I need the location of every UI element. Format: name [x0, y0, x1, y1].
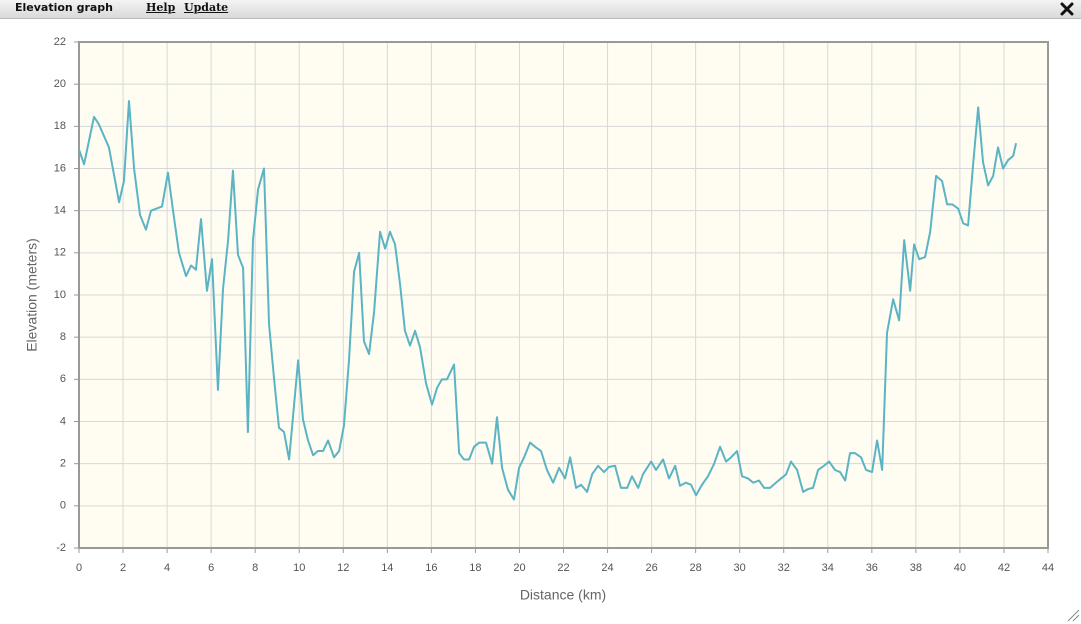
x-tick-label: 8 — [252, 562, 258, 574]
x-axis-title: Distance (km) — [520, 587, 606, 603]
window-title: Elevation graph — [15, 1, 114, 14]
title-bar: Elevation graph Help Update — [0, 0, 1081, 19]
x-tick-label: 32 — [778, 562, 790, 574]
y-tick-label: 22 — [54, 36, 66, 48]
x-tick-label: 34 — [822, 562, 834, 574]
x-tick-label: 44 — [1042, 562, 1054, 574]
x-tick-label: 14 — [381, 562, 393, 574]
x-tick-label: 2 — [120, 562, 126, 574]
y-tick-label: 18 — [54, 120, 66, 132]
y-tick-label: 12 — [54, 247, 66, 259]
y-tick-label: 16 — [54, 162, 66, 174]
y-tick-label: 10 — [54, 289, 66, 301]
y-tick-label: 4 — [60, 415, 66, 427]
y-tick-label: 2 — [60, 458, 66, 470]
y-tick-label: 20 — [54, 78, 66, 90]
x-tick-label: 4 — [164, 562, 170, 574]
elevation-line — [78, 100, 1018, 501]
resize-grip[interactable] — [1066, 608, 1080, 622]
menu-update[interactable]: Update — [184, 1, 229, 14]
y-tick-label: -2 — [56, 542, 66, 554]
x-tick-label: 38 — [910, 562, 922, 574]
y-tick-label: 0 — [60, 500, 66, 512]
x-tick-label: 20 — [513, 562, 525, 574]
x-tick-label: 36 — [866, 562, 878, 574]
x-tick-label: 28 — [690, 562, 702, 574]
x-tick-label: 30 — [734, 562, 746, 574]
x-tick-label: 26 — [645, 562, 657, 574]
x-tick-label: 16 — [425, 562, 437, 574]
x-tick-label: 6 — [208, 562, 214, 574]
close-button[interactable] — [1060, 2, 1074, 16]
plot-border — [78, 41, 1049, 549]
y-axis-title: Elevation (meters) — [24, 238, 40, 352]
x-tick-label: 10 — [293, 562, 305, 574]
menu-help[interactable]: Help — [146, 1, 176, 14]
x-tick-label: 0 — [76, 562, 82, 574]
chart: Distance (km) Elevation (meters) -202468… — [24, 36, 1054, 603]
y-tick-label: 14 — [54, 205, 66, 217]
x-tick-label: 24 — [601, 562, 613, 574]
x-tick-label: 12 — [337, 562, 349, 574]
x-tick-label: 42 — [998, 562, 1010, 574]
x-tick-label: 22 — [557, 562, 569, 574]
y-tick-label: 6 — [60, 373, 66, 385]
y-tick-label: 8 — [60, 331, 66, 343]
x-tick-label: 40 — [954, 562, 966, 574]
x-tick-label: 18 — [469, 562, 481, 574]
